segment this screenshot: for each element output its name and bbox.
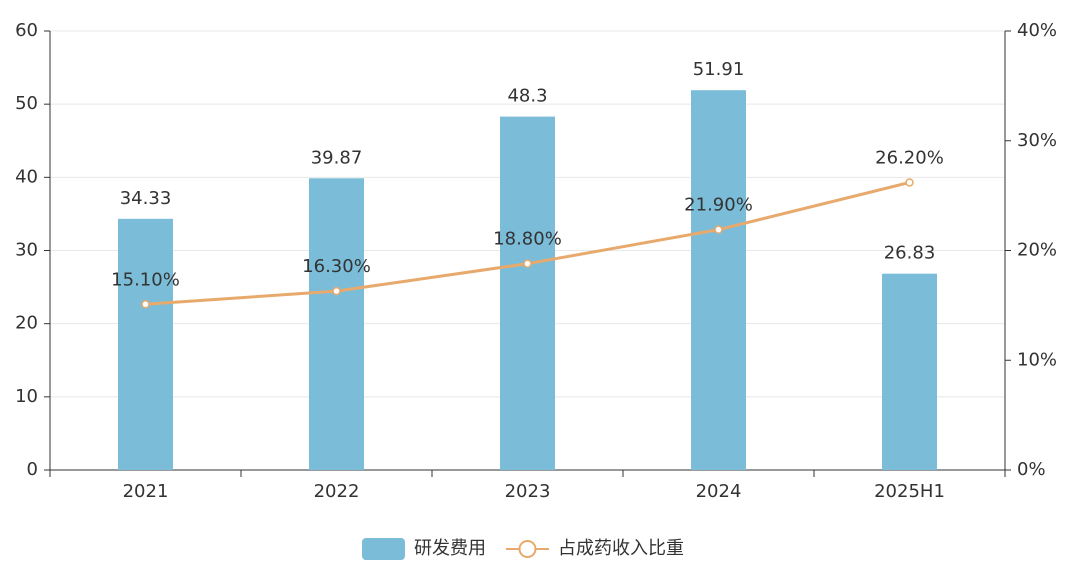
x-tick-label: 2024: [696, 481, 742, 502]
bar: [309, 178, 364, 471]
bar-value-label: 26.83: [884, 243, 936, 264]
bar: [691, 90, 746, 470]
bar: [118, 218, 173, 470]
x-tick-label: 2021: [123, 481, 169, 502]
y2-tick-label: 40%: [1017, 20, 1057, 41]
bar: [500, 116, 555, 470]
x-tick-label: 2023: [505, 481, 551, 502]
legend-label: 研发费用: [414, 538, 486, 559]
y2-tick-label: 20%: [1017, 240, 1057, 261]
y2-tick-label: 0%: [1017, 459, 1046, 480]
bar-value-label: 39.87: [311, 147, 363, 168]
y-tick-label: 0: [27, 459, 38, 480]
bar-value-label: 34.33: [120, 188, 172, 209]
line-value-label: 16.30%: [302, 256, 371, 277]
legend-swatch: [362, 538, 405, 560]
line-point: [332, 286, 341, 296]
bar: [882, 273, 937, 470]
bar-value-label: 51.91: [693, 59, 745, 80]
line-point: [141, 300, 150, 309]
line-value-label: 18.80%: [493, 229, 562, 250]
legend-label: 占成药收入比重: [558, 538, 684, 559]
line-value-label: 21.90%: [684, 195, 753, 216]
line-point: [714, 225, 723, 234]
y2-tick-label: 10%: [1017, 349, 1057, 370]
line-value-label: 26.20%: [875, 147, 944, 168]
y-tick-label: 40: [15, 166, 38, 187]
legend-swatch: [518, 540, 537, 558]
y-tick-label: 60: [15, 20, 38, 41]
line-point: [905, 178, 914, 187]
bar-value-label: 48.3: [507, 86, 547, 107]
x-tick-label: 2022: [314, 481, 360, 502]
line-point: [523, 259, 532, 268]
x-tick-label: 2025H1: [874, 481, 945, 502]
y2-tick-label: 30%: [1017, 130, 1057, 151]
y-tick-label: 10: [15, 386, 38, 407]
line-value-label: 15.10%: [111, 269, 180, 290]
y-tick-label: 20: [15, 313, 38, 334]
y-tick-label: 50: [15, 93, 38, 114]
y-tick-label: 30: [15, 240, 38, 261]
